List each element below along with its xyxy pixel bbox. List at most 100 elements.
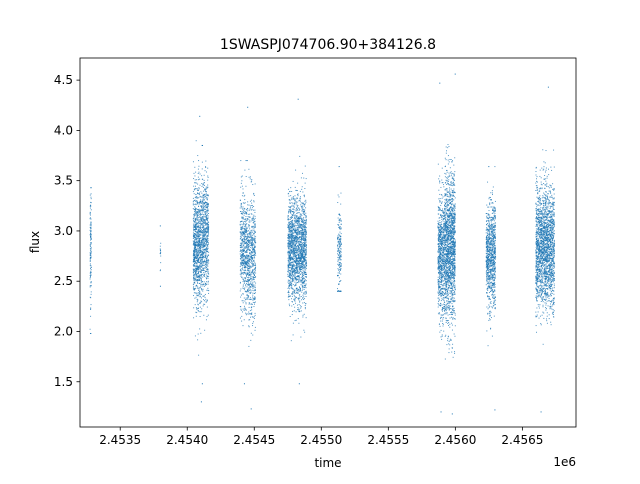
data-point: [206, 205, 208, 207]
data-point: [242, 231, 244, 233]
data-point: [201, 205, 203, 207]
data-point: [290, 221, 292, 223]
data-point: [440, 222, 442, 224]
data-point: [90, 265, 92, 267]
data-point: [247, 273, 249, 275]
data-point: [196, 219, 198, 221]
data-point: [207, 184, 209, 186]
data-point: [205, 194, 207, 196]
data-point: [207, 228, 209, 230]
data-point: [251, 206, 253, 208]
data-point: [204, 184, 205, 186]
data-point: [201, 217, 203, 219]
data-point: [305, 233, 307, 235]
data-point: [254, 215, 256, 217]
data-point: [294, 261, 296, 263]
data-point: [243, 256, 245, 258]
data-point: [438, 231, 440, 233]
data-point: [301, 235, 303, 237]
data-point: [303, 231, 305, 233]
data-point: [297, 298, 299, 300]
data-point: [292, 291, 294, 293]
data-point: [247, 296, 249, 298]
data-point: [302, 265, 304, 267]
data-point: [208, 228, 210, 230]
data-point: [244, 218, 246, 220]
data-point: [198, 171, 200, 173]
data-point: [248, 240, 250, 242]
data-point: [296, 267, 298, 269]
data-point: [300, 295, 302, 297]
data-point: [198, 240, 200, 242]
data-point: [300, 270, 302, 272]
data-point: [443, 186, 445, 188]
data-point: [252, 238, 254, 240]
data-point: [437, 249, 439, 251]
data-point: [441, 320, 443, 322]
data-point: [240, 294, 242, 296]
data-point: [295, 169, 297, 171]
data-point: [248, 263, 250, 265]
data-point: [305, 215, 307, 217]
data-point: [248, 274, 250, 276]
data-point: [198, 254, 200, 256]
data-point: [204, 264, 206, 266]
data-point: [200, 199, 202, 201]
data-point: [442, 285, 444, 287]
data-point: [252, 263, 254, 265]
data-point: [193, 230, 195, 232]
data-point: [253, 252, 255, 254]
data-point: [193, 258, 195, 260]
data-point: [207, 238, 209, 240]
data-point: [298, 207, 300, 209]
data-point: [290, 270, 292, 272]
data-point: [305, 246, 307, 248]
data-point: [241, 175, 243, 177]
data-point: [89, 254, 91, 256]
data-point: [247, 265, 249, 267]
data-point: [243, 249, 245, 251]
data-point: [207, 204, 209, 206]
data-point: [291, 242, 293, 244]
data-point: [338, 234, 340, 236]
data-point: [300, 239, 302, 241]
data-point: [438, 229, 440, 231]
data-point: [299, 266, 301, 268]
data-point: [296, 280, 298, 282]
data-point: [292, 243, 294, 245]
data-point: [193, 286, 195, 288]
data-point: [305, 291, 307, 293]
data-point: [298, 280, 300, 282]
data-point: [205, 211, 207, 213]
data-point: [198, 235, 200, 237]
data-point: [304, 269, 306, 271]
data-point: [297, 182, 299, 184]
data-point: [201, 265, 203, 267]
data-point: [245, 252, 247, 254]
data-point: [196, 256, 198, 258]
data-point: [247, 244, 249, 246]
data-point: [338, 262, 340, 264]
data-point: [290, 227, 292, 229]
data-point: [295, 207, 297, 209]
data-point: [196, 307, 198, 309]
data-point: [250, 253, 252, 255]
data-point: [245, 312, 247, 314]
data-point: [203, 274, 205, 276]
data-point: [204, 189, 206, 191]
data-point: [438, 265, 440, 267]
data-point: [195, 196, 197, 198]
data-point: [250, 278, 252, 280]
data-point: [249, 241, 251, 243]
data-point: [243, 214, 245, 216]
data-point: [338, 213, 340, 215]
data-point: [203, 237, 205, 239]
data-point: [253, 293, 255, 294]
data-point: [199, 216, 201, 218]
data-point: [200, 201, 202, 203]
data-point: [205, 266, 207, 268]
data-point: [242, 217, 244, 219]
data-point: [200, 401, 202, 403]
data-point: [243, 264, 245, 266]
data-point: [251, 242, 253, 244]
